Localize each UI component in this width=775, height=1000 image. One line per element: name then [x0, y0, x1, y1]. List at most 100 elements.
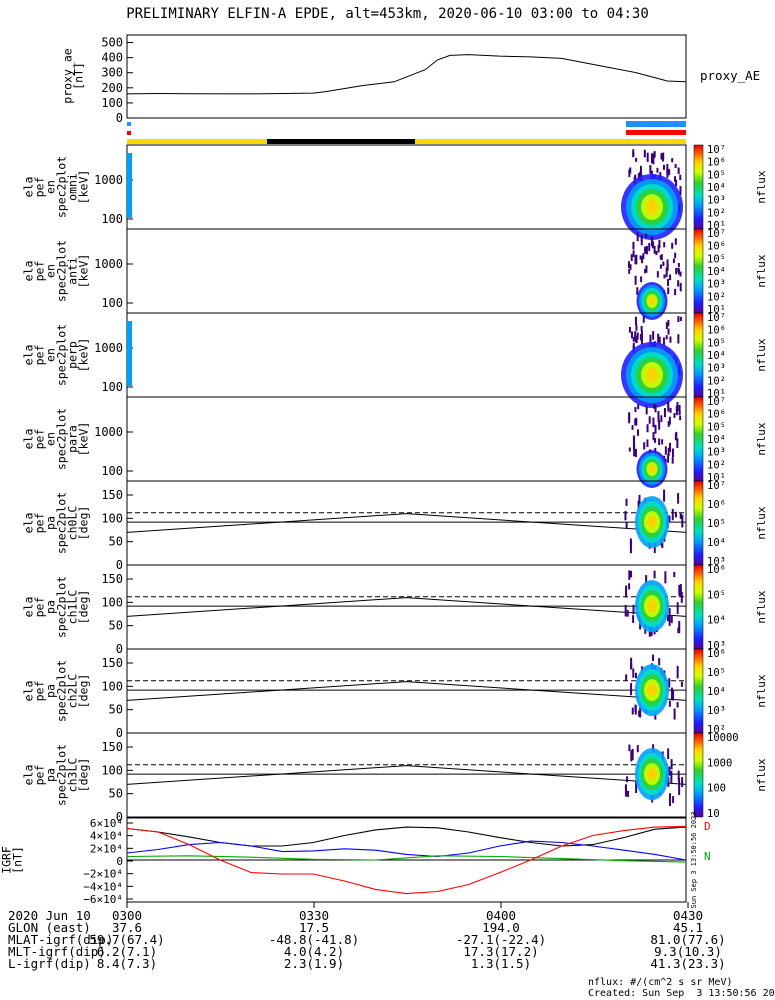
noise-mark: [625, 498, 628, 506]
noise-mark: [650, 236, 653, 247]
noise-mark: [629, 264, 632, 270]
svg-text:ela: ela: [22, 597, 36, 618]
noise-mark: [645, 233, 648, 239]
noise-mark: [663, 274, 666, 279]
igrf-tick-label: −6×10⁴: [83, 893, 123, 906]
noise-mark: [632, 668, 635, 678]
proxy-ae-tick-label: 100: [101, 96, 123, 110]
panel-2-frame: [126, 228, 687, 314]
noise-mark: [639, 165, 642, 175]
colorbar-8-tick-label: 1000: [707, 757, 732, 769]
noise-mark: [664, 446, 667, 455]
units-note: nflux: #/(cm^2 s sr MeV): [588, 977, 733, 988]
losscone-line: [126, 765, 687, 785]
igrf-series-4: [126, 825, 687, 895]
noise-mark: [679, 512, 682, 519]
legend-D: D: [704, 820, 711, 833]
proxy-ae-line: [126, 54, 687, 95]
noise-mark: [668, 766, 671, 776]
svg-text:spec2plot: spec2plot: [55, 240, 69, 302]
proxy-ae-frame: [126, 34, 687, 119]
noise-mark: [638, 710, 641, 717]
svg-text:ch0LC: ch0LC: [66, 506, 80, 541]
noise-mark: [628, 447, 631, 452]
panel-1-tick-label: 1000: [94, 173, 123, 187]
noise-mark: [668, 678, 671, 688]
colorbar-4-tick-label: 10⁴: [707, 434, 726, 446]
colorbar-7-tick-label: 10⁵: [707, 667, 726, 679]
svg-text:IGRF: IGRF: [0, 846, 14, 874]
svg-text:[keV]: [keV]: [77, 338, 91, 373]
noise-mark: [640, 239, 643, 246]
igrf-tick-label: 2×10⁴: [90, 842, 123, 855]
svg-text:ela: ela: [22, 765, 36, 786]
noise-mark: [631, 748, 634, 761]
noise-mark: [628, 169, 631, 178]
noise-mark: [634, 418, 637, 426]
flux-blob: [649, 465, 655, 473]
noise-mark: [675, 267, 678, 275]
noise-mark: [628, 413, 631, 424]
noise-mark: [675, 410, 678, 416]
noise-mark: [665, 267, 668, 278]
timestamp-stamp: Sun Sep 3 13:50:56 2023: [690, 812, 698, 909]
noise-mark: [678, 410, 681, 416]
noise-mark: [676, 665, 679, 679]
noise-mark: [669, 442, 672, 453]
svg-text:pef: pef: [33, 345, 47, 366]
noise-mark: [660, 254, 663, 261]
colorbar-6-tick-label: 10³: [707, 640, 726, 652]
panel-7-tick-label: 50: [109, 703, 123, 717]
noise-mark: [639, 255, 642, 260]
noise-mark: [639, 171, 642, 180]
colorbar-1-label: nflux: [755, 170, 768, 203]
noise-mark: [630, 663, 633, 670]
colorbar-3-tick-label: 10¹: [707, 388, 726, 400]
noise-mark: [653, 629, 656, 635]
panel-8-tick-label: 100: [101, 763, 123, 777]
ephemeris-value: 4.0(4.2): [283, 944, 345, 959]
noise-mark: [676, 602, 679, 614]
igrf-tick-label: 6×10⁴: [90, 817, 123, 830]
noise-mark: [658, 239, 661, 249]
noise-mark: [675, 179, 678, 187]
noise-mark: [663, 489, 666, 502]
proxy-ae-tick-label: 500: [101, 36, 123, 50]
colorbar-5: [693, 480, 704, 566]
noise-mark: [637, 404, 640, 410]
colorbar-8-tick-label: 10: [707, 808, 720, 820]
colorbar-7-tick-label: 10³: [707, 705, 726, 717]
svg-text:ela: ela: [22, 513, 36, 534]
noise-mark: [674, 433, 677, 441]
legend-N: N: [704, 850, 711, 863]
ephemeris-value: 0400: [485, 908, 517, 923]
svg-text:[deg]: [deg]: [77, 590, 91, 625]
colorbar-8-tick-label: 10000: [707, 732, 739, 744]
colorbar-3-tick-label: 10⁶: [707, 325, 726, 337]
noise-mark: [668, 416, 671, 425]
panel-6-tick-label: 0: [116, 642, 123, 656]
noise-mark: [631, 425, 634, 430]
status-bar-yellow: [415, 139, 686, 144]
noise-mark: [660, 415, 663, 422]
svg-text:anti: anti: [66, 257, 80, 285]
colorbar-6-label: nflux: [755, 590, 768, 623]
svg-text:[deg]: [deg]: [77, 758, 91, 793]
noise-mark: [624, 785, 627, 797]
noise-mark: [628, 326, 631, 333]
flux-blob: [647, 768, 657, 781]
noise-mark: [678, 621, 681, 634]
noise-mark: [642, 316, 645, 323]
noise-mark: [667, 320, 670, 327]
svg-text:[deg]: [deg]: [77, 506, 91, 541]
colorbar-5-tick-label: 10⁴: [707, 537, 726, 549]
proxy-ae-side-label: proxy_AE: [700, 68, 761, 83]
noise-mark: [640, 235, 643, 242]
noise-mark: [648, 243, 651, 251]
noise-mark: [634, 275, 637, 285]
svg-text:proxy_ae: proxy_ae: [61, 48, 75, 103]
colorbar-8-tick-label: 100: [707, 783, 726, 795]
panel-2-tick-label: 1000: [94, 257, 123, 271]
svg-text:pef: pef: [33, 261, 47, 282]
